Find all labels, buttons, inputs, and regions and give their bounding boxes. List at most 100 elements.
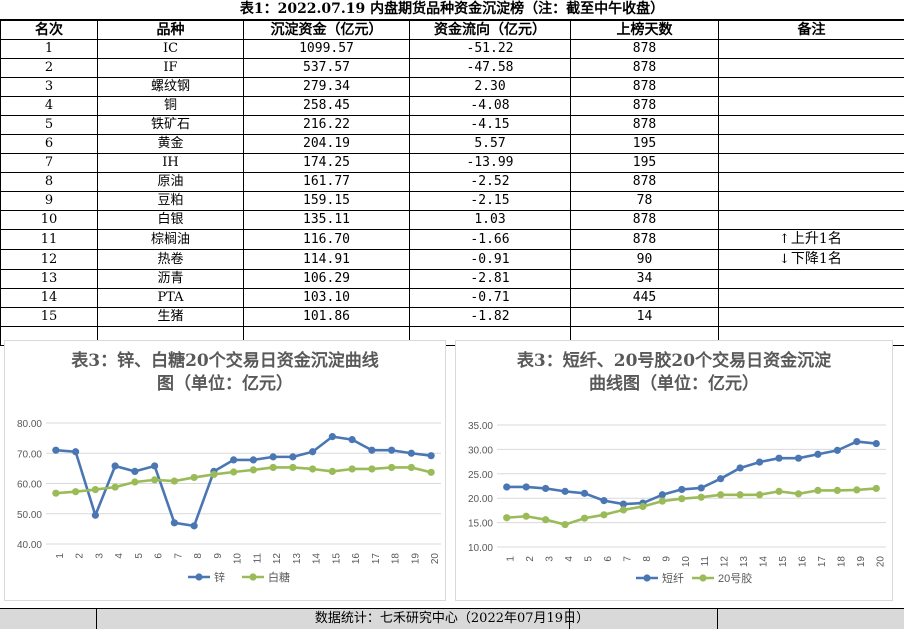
x-tick-label: 13 (739, 556, 750, 568)
capital-cell: 537.57 (244, 59, 410, 78)
data-point (72, 448, 79, 455)
name-cell: 白银 (98, 211, 244, 230)
y-tick-label: 30.00 (468, 445, 493, 456)
rank-cell: 2 (1, 59, 98, 78)
legend-marker (643, 574, 650, 581)
x-tick-label: 19 (410, 553, 421, 565)
x-tick-label: 12 (720, 556, 731, 568)
x-tick-label: 6 (603, 556, 614, 562)
name-cell: 螺纹钢 (98, 78, 244, 97)
note-cell (719, 192, 904, 211)
capital-cell: 103.10 (244, 289, 410, 308)
flow-cell: -4.08 (410, 97, 571, 116)
data-point (853, 486, 860, 493)
series-line-2 (507, 488, 877, 524)
name-cell: 棕榈油 (98, 230, 244, 250)
capital-cell: 106.29 (244, 270, 410, 289)
note-cell (719, 116, 904, 135)
y-tick-label: 40.00 (17, 540, 42, 551)
data-point (717, 491, 724, 498)
note-cell: ↑上升1名 (719, 230, 904, 250)
name-cell: 原油 (98, 173, 244, 192)
x-tick-label: 3 (94, 553, 105, 559)
data-point (814, 487, 821, 494)
note-cell (719, 211, 904, 230)
flow-cell: -4.15 (410, 116, 571, 135)
data-point (210, 471, 217, 478)
data-point (92, 486, 99, 493)
x-tick-label: 11 (700, 556, 711, 567)
note-label: 上升1名 (791, 231, 842, 247)
data-point (834, 487, 841, 494)
y-tick-label: 50.00 (17, 510, 42, 521)
capital-cell: 174.25 (244, 154, 410, 173)
flow-cell: 1.03 (410, 211, 571, 230)
data-point (814, 451, 821, 458)
data-point (542, 516, 549, 523)
data-point (250, 466, 257, 473)
data-point (131, 478, 138, 485)
data-point (309, 448, 316, 455)
x-tick-label: 8 (642, 556, 653, 562)
data-point (112, 462, 119, 469)
sheet-title: 表1：2022.07.19 内盘期货品种资金沉淀榜（注：截至中午收盘） (0, 0, 904, 20)
data-point (270, 453, 277, 460)
data-point (737, 464, 744, 471)
data-point (368, 465, 375, 472)
x-tick-label: 17 (371, 553, 382, 565)
days-cell: 195 (571, 135, 719, 154)
capital-cell: 204.19 (244, 135, 410, 154)
flow-cell: -2.52 (410, 173, 571, 192)
y-tick-label: 35.00 (468, 421, 493, 432)
name-cell: 沥青 (98, 270, 244, 289)
note-cell (719, 173, 904, 192)
name-cell: 黄金 (98, 135, 244, 154)
legend-label: 20号胶 (718, 571, 752, 585)
x-tick-label: 9 (213, 553, 224, 559)
data-point (408, 450, 415, 457)
capital-cell: 279.34 (244, 78, 410, 97)
data-point (542, 485, 549, 492)
data-point (230, 456, 237, 463)
data-point (659, 498, 666, 505)
y-tick-label: 70.00 (17, 449, 42, 460)
days-cell: 445 (571, 289, 719, 308)
x-tick-label: 6 (154, 553, 165, 559)
x-tick-label: 15 (778, 556, 789, 568)
days-cell: 878 (571, 59, 719, 78)
x-tick-label: 19 (856, 556, 867, 568)
data-point (428, 469, 435, 476)
x-tick-label: 1 (55, 553, 66, 559)
note-cell (719, 40, 904, 59)
data-point (72, 488, 79, 495)
y-tick-label: 15.00 (468, 519, 493, 530)
data-point (523, 513, 530, 520)
data-point (408, 464, 415, 471)
name-cell: IF (98, 59, 244, 78)
column-header: 沉淀资金（亿元） (244, 21, 410, 40)
capital-cell: 101.86 (244, 308, 410, 327)
data-point (270, 464, 277, 471)
rank-cell: 10 (1, 211, 98, 230)
data-point (503, 483, 510, 490)
rank-cell: 1 (1, 40, 98, 59)
data-point (775, 488, 782, 495)
x-tick-label: 2 (75, 553, 86, 559)
data-point (289, 464, 296, 471)
y-tick-label: 60.00 (17, 480, 42, 491)
data-point (388, 447, 395, 454)
data-point (853, 438, 860, 445)
rank-cell: 6 (1, 135, 98, 154)
days-cell: 878 (571, 78, 719, 97)
